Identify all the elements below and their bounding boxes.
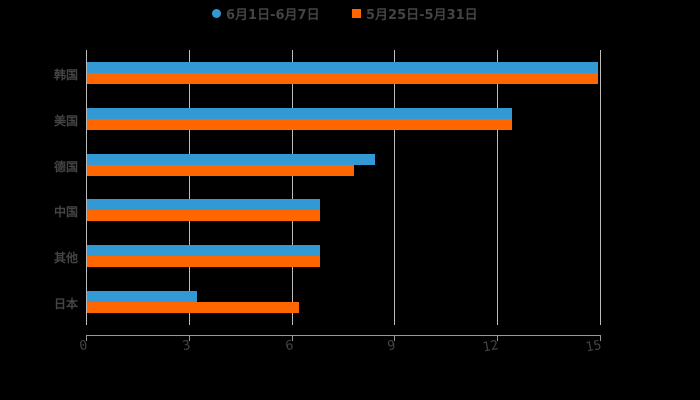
x-tick — [189, 335, 190, 341]
bar-series-1[interactable] — [87, 62, 598, 73]
x-tick-label: 9 — [386, 338, 397, 355]
bar-series-1[interactable] — [87, 245, 320, 256]
bar-series-1[interactable] — [87, 108, 512, 119]
legend-square-icon — [352, 8, 361, 18]
x-tick-label: 12 — [481, 338, 500, 356]
y-category-label: 其他 — [53, 251, 78, 265]
x-tick — [497, 335, 498, 341]
y-axis-line — [86, 50, 87, 325]
x-tick-label: 0 — [78, 338, 89, 355]
y-category-label: 日本 — [53, 297, 78, 311]
bar-series-2[interactable] — [87, 256, 320, 267]
legend-item-series-2[interactable]: 5月25日-5月31日 — [352, 4, 478, 23]
bar-series-1[interactable] — [87, 291, 197, 302]
legend-circle-icon — [212, 8, 221, 18]
x-tick — [394, 335, 395, 341]
gridline — [189, 50, 190, 325]
y-category-label: 韩国 — [53, 68, 78, 82]
bar-series-2[interactable] — [87, 73, 598, 84]
bar-series-1[interactable] — [87, 199, 320, 210]
x-tick-label: 6 — [284, 338, 295, 355]
y-category-label: 中国 — [53, 205, 78, 219]
gridline — [497, 50, 498, 325]
legend-label: 5月25日-5月31日 — [366, 7, 478, 23]
x-tick-label: 15 — [584, 338, 603, 356]
legend-item-series-1[interactable]: 6月1日-6月7日 — [212, 4, 320, 23]
x-tick — [292, 335, 293, 341]
bar-series-2[interactable] — [87, 119, 512, 130]
x-axis-line — [86, 335, 601, 336]
chart-legend: 6月1日-6月7日 5月25日-5月31日 — [0, 4, 700, 23]
legend-label: 6月1日-6月7日 — [226, 7, 320, 23]
bar-series-2[interactable] — [87, 210, 320, 221]
gridline — [292, 50, 293, 325]
gridline — [394, 50, 395, 325]
y-category-label: 美国 — [53, 114, 78, 128]
bar-series-1[interactable] — [87, 154, 375, 165]
x-tick — [86, 335, 87, 341]
bar-series-2[interactable] — [87, 165, 354, 176]
y-category-label: 德国 — [53, 160, 78, 174]
bar-series-2[interactable] — [87, 302, 299, 313]
gridline — [600, 50, 601, 325]
x-tick-label: 3 — [181, 338, 192, 355]
x-tick — [600, 335, 601, 341]
